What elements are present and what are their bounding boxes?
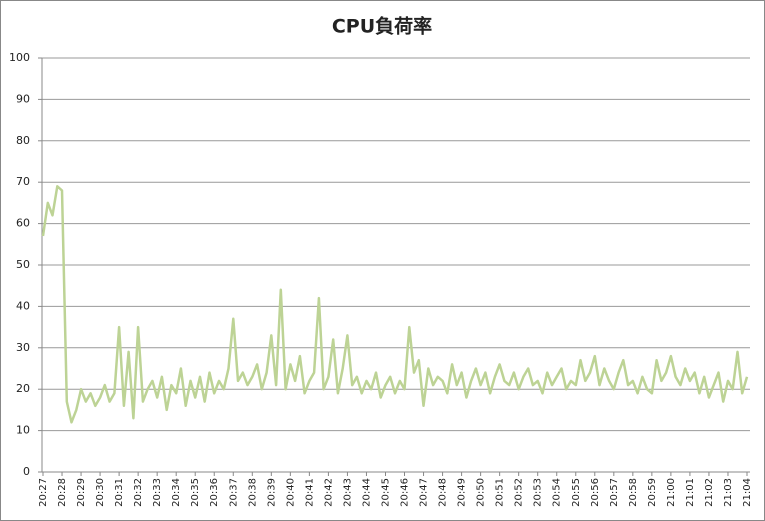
x-tick-label: 20:30	[95, 478, 106, 507]
y-tick-label: 30	[16, 341, 30, 354]
x-tick-label: 20:48	[438, 478, 449, 507]
x-tick-label: 21:00	[666, 478, 677, 507]
y-tick-label: 80	[16, 134, 30, 147]
x-tick-label: 21:03	[723, 478, 734, 507]
x-tick-label: 20:37	[228, 478, 239, 507]
y-tick-label: 50	[16, 258, 30, 271]
x-tick-label: 20:39	[266, 478, 277, 507]
y-tick-label: 90	[16, 92, 30, 105]
x-tick-label: 20:34	[171, 478, 182, 507]
x-tick-label: 20:53	[533, 478, 544, 507]
y-tick-label: 70	[16, 175, 30, 188]
y-tick-label: 20	[16, 382, 30, 395]
x-tick-label: 20:33	[152, 478, 163, 507]
x-tick-label: 20:51	[495, 478, 506, 507]
chart-title: CPU負荷率	[332, 15, 432, 38]
x-tick-label: 20:47	[419, 478, 430, 507]
x-tick-label: 20:28	[57, 478, 68, 507]
x-tick-label: 20:29	[76, 478, 87, 507]
x-tick-label: 20:46	[400, 478, 411, 507]
x-tick-label: 20:52	[514, 478, 525, 507]
x-tick-label: 20:50	[476, 478, 487, 507]
x-tick-label: 20:49	[457, 478, 468, 507]
y-tick-label: 100	[9, 51, 30, 64]
x-tick-label: 20:36	[209, 478, 220, 507]
x-tick-label: 20:40	[285, 478, 296, 507]
x-tick-label: 20:43	[342, 478, 353, 507]
x-tick-label: 20:41	[304, 478, 315, 507]
y-tick-label: 60	[16, 217, 30, 230]
x-tick-label: 20:45	[380, 478, 391, 507]
x-tick-label: 20:42	[323, 478, 334, 507]
cpu-line	[41, 185, 749, 424]
y-tick-label: 40	[16, 299, 30, 312]
x-tick-label: 20:55	[571, 478, 582, 507]
x-tick-label: 20:31	[114, 478, 125, 507]
x-tick-label: 20:27	[38, 478, 49, 507]
x-tick-label: 20:32	[133, 478, 144, 507]
x-tick-label: 21:01	[685, 478, 696, 507]
x-tick-label: 20:44	[361, 478, 372, 507]
y-tick-label: 0	[23, 465, 30, 478]
x-tick-label: 20:56	[590, 478, 601, 507]
x-tick-label: 21:02	[704, 478, 715, 507]
x-tick-label: 20:38	[247, 478, 258, 507]
y-tick-label: 10	[16, 424, 30, 437]
x-tick-label: 20:57	[609, 478, 620, 507]
x-tick-label: 20:58	[628, 478, 639, 507]
x-tick-label: 20:35	[190, 478, 201, 507]
x-tick-label: 21:04	[742, 478, 753, 507]
x-tick-label: 20:54	[552, 478, 563, 507]
x-tick-label: 20:59	[647, 478, 658, 507]
